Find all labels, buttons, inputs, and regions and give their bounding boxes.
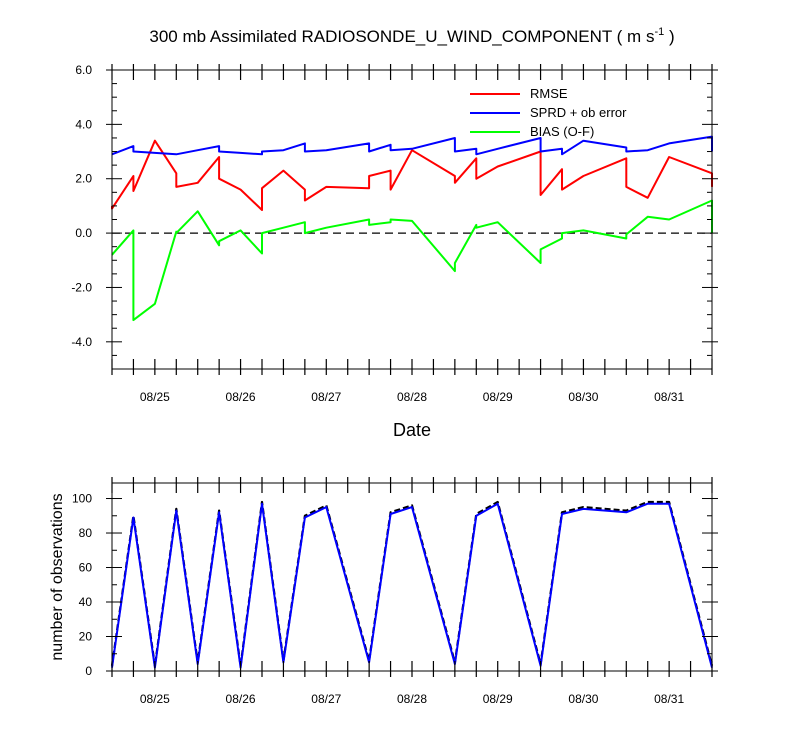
chart-title: 300 mb Assimilated RADIOSONDE_U_WIND_COM… [149,26,674,46]
top-chart-series [111,135,713,322]
bottom-x-tick-label: 08/28 [397,692,427,706]
top-chart-axes: 08/25 08/26 08/27 08/28 08/29 08/30 08/31 6.0 4.… [71,63,718,404]
top-x-tick-label: 08/29 [483,390,513,404]
top-x-tick-label: 08/27 [311,390,341,404]
chart-title-main: 300 mb Assimilated RADIOSONDE_U_WIND_COM… [149,27,654,46]
bottom-series-line-possible [110,500,714,667]
top-y-tick-label: 2.0 [75,172,92,186]
top-series-line-sprd-ob-error [111,135,713,156]
top-chart-panel: 08/25 08/26 08/27 08/28 08/29 08/30 08/31 6.0 4.… [71,63,718,440]
bottom-x-tick-label: 08/30 [568,692,598,706]
bottom-y-tick-label: 80 [79,526,93,540]
bottom-y-tick-label: 0 [85,664,92,678]
top-series-line-bias-o-f [111,199,713,322]
top-chart-legend: RMSE SPRD + ob error BIAS (O-F) [470,86,627,139]
top-x-tick-label: 08/25 [140,390,170,404]
bottom-x-tick-label: 08/29 [483,692,513,706]
top-y-tick-label: 6.0 [75,63,92,77]
top-x-tick-label: 08/26 [226,390,256,404]
top-series-line-rmse [111,139,713,211]
top-x-tick-label: 08/28 [397,390,427,404]
bottom-y-axis-title: number of observations [49,493,66,660]
bottom-x-tick-label: 08/25 [140,692,170,706]
bottom-chart-panel: 08/25 08/26 08/27 08/28 08/29 08/30 08/31 100 80… [49,477,718,706]
top-y-tick-label: -4.0 [71,335,92,349]
chart-title-superscript: -1 [654,26,664,38]
top-y-tick-label: 0.0 [75,226,92,240]
legend-label-bias: BIAS (O-F) [530,124,594,139]
bottom-chart-axes: 08/25 08/26 08/27 08/28 08/29 08/30 08/31 100 80… [72,477,718,706]
bottom-y-tick-label: 40 [79,595,93,609]
bottom-x-tick-label: 08/26 [226,692,256,706]
legend-label-sprd: SPRD + ob error [530,105,627,120]
top-x-tick-label: 08/30 [568,390,598,404]
top-y-tick-label: -2.0 [71,280,92,294]
bottom-x-tick-label: 08/31 [654,692,684,706]
top-y-tick-label: 4.0 [75,117,92,131]
bottom-series-line-used [111,502,713,669]
top-x-tick-label: 08/31 [654,390,684,404]
bottom-y-tick-label: 100 [72,492,92,506]
chart-title-end: ) [664,27,674,46]
bottom-x-tick-label: 08/27 [311,692,341,706]
top-x-axis-title: Date [393,420,431,440]
bottom-chart-series [110,500,714,669]
bottom-y-tick-label: 20 [79,630,93,644]
bottom-y-tick-label: 60 [79,561,93,575]
legend-label-rmse: RMSE [530,86,568,101]
